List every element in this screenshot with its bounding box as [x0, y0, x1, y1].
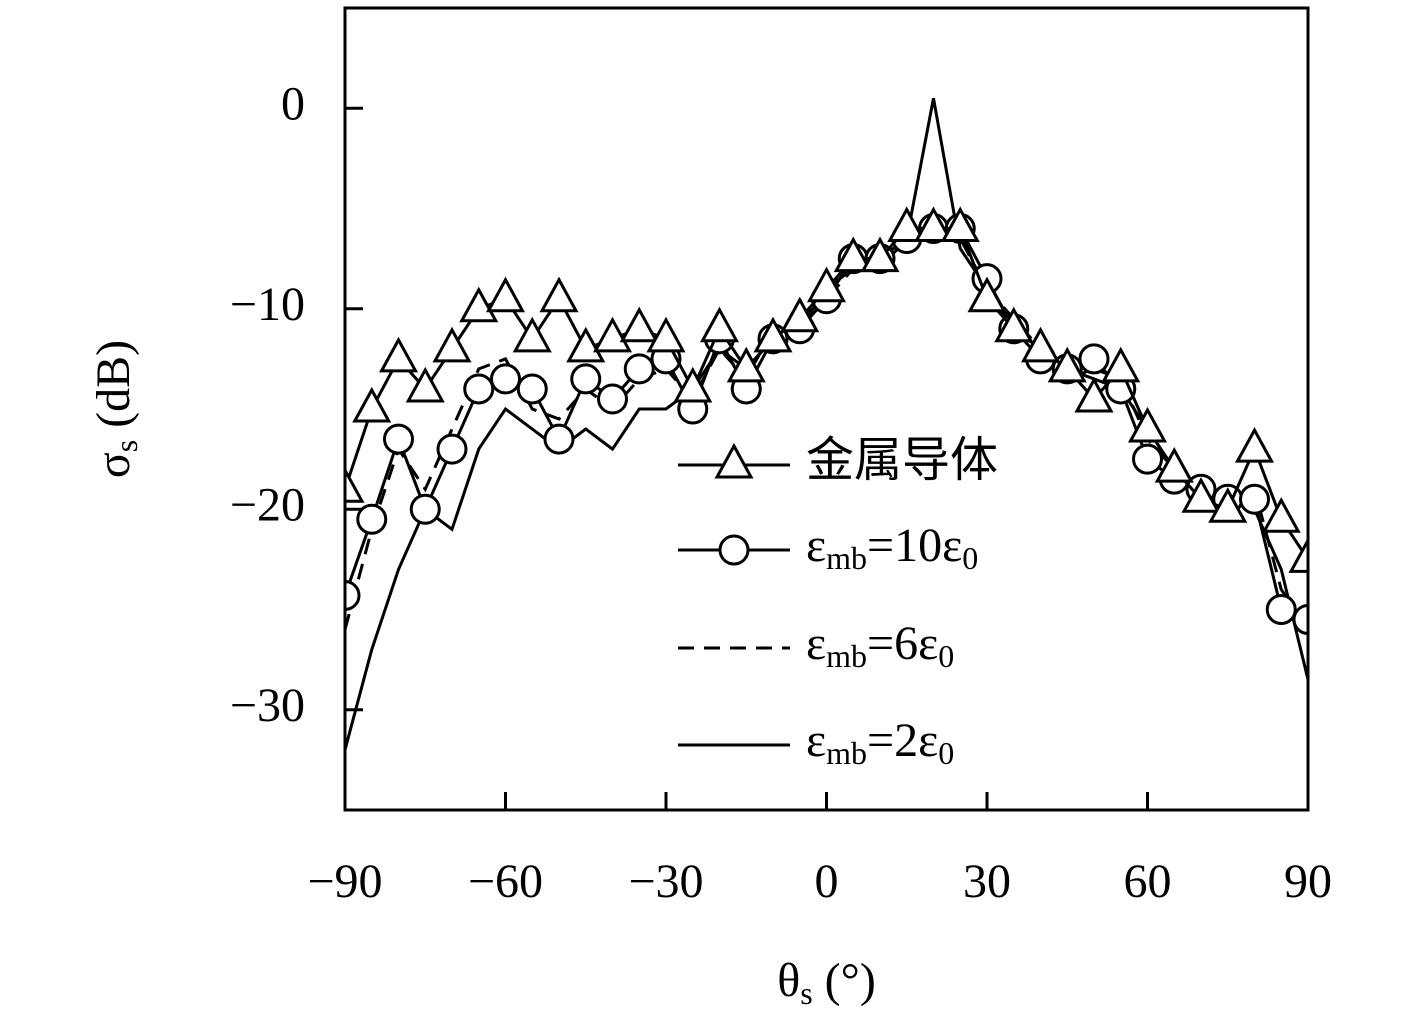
marker — [714, 442, 754, 479]
marker — [1208, 487, 1248, 523]
marker — [1074, 376, 1114, 413]
marker — [913, 206, 954, 243]
y-tick-label: 0 — [281, 77, 305, 130]
marker — [490, 363, 521, 395]
x-tick-label: 90 — [1284, 855, 1332, 908]
marker — [994, 306, 1034, 343]
marker — [646, 316, 686, 353]
marker — [940, 206, 980, 243]
legend: 金属导体 εmb=10ε0 εmb=6ε0 εmb=2ε0 — [678, 434, 998, 771]
marker — [718, 534, 750, 566]
marker — [1239, 483, 1270, 515]
marker — [405, 366, 445, 403]
x-tick-label: −60 — [468, 855, 543, 908]
marker — [1265, 594, 1297, 625]
legend-label: 金属导体 — [806, 434, 998, 487]
marker — [619, 306, 659, 343]
marker — [345, 467, 365, 503]
marker — [356, 503, 388, 535]
marker — [1181, 477, 1221, 513]
marker — [1288, 537, 1308, 573]
x-tick-label: −30 — [628, 855, 703, 908]
marker — [753, 316, 793, 353]
marker — [860, 236, 900, 273]
marker — [1261, 497, 1301, 533]
marker — [566, 326, 606, 363]
y-tick-label: −10 — [230, 278, 305, 331]
marker — [1127, 406, 1168, 443]
x-tick-label: 0 — [815, 855, 839, 908]
marker — [436, 433, 468, 465]
marker — [1047, 346, 1087, 383]
marker — [570, 363, 602, 395]
marker — [1101, 346, 1141, 383]
marker — [673, 366, 713, 403]
x-tick-label: −90 — [307, 855, 382, 908]
marker — [345, 579, 361, 611]
marker — [833, 236, 873, 273]
legend-label: εmb=6ε0 — [806, 617, 954, 674]
legend-label: εmb=10ε0 — [806, 519, 978, 576]
marker — [1078, 343, 1110, 375]
plot-area — [345, 97, 1308, 751]
marker — [1132, 443, 1163, 475]
marker — [967, 276, 1007, 313]
y-tick-label: −20 — [230, 478, 305, 531]
marker — [543, 423, 575, 455]
marker — [592, 316, 633, 353]
y-axis-label: σs (dB) — [87, 340, 144, 478]
marker — [1020, 326, 1061, 363]
marker — [699, 306, 740, 343]
marker — [887, 206, 927, 243]
marker — [383, 423, 414, 455]
plot-frame — [343, 6, 1310, 812]
marker — [1292, 604, 1308, 636]
x-axis-label: θs (°) — [777, 954, 876, 1011]
marker — [780, 296, 820, 333]
y-tick-label: −30 — [230, 679, 305, 732]
marker — [623, 353, 655, 385]
x-tick-label: 60 — [1124, 855, 1172, 908]
marker — [459, 286, 499, 323]
marker — [463, 373, 495, 405]
x-tick-label: 30 — [963, 855, 1011, 908]
marker — [352, 386, 392, 423]
marker — [539, 276, 579, 313]
marker — [512, 316, 552, 353]
marker — [485, 276, 526, 313]
marker — [806, 266, 847, 303]
marker — [597, 383, 628, 415]
marker — [1234, 426, 1275, 463]
marker — [378, 336, 419, 373]
legend-label: εmb=2ε0 — [806, 714, 954, 771]
marker — [409, 493, 441, 525]
marker — [516, 373, 548, 405]
marker — [726, 346, 766, 383]
marker — [432, 326, 472, 363]
marker — [1154, 447, 1194, 483]
